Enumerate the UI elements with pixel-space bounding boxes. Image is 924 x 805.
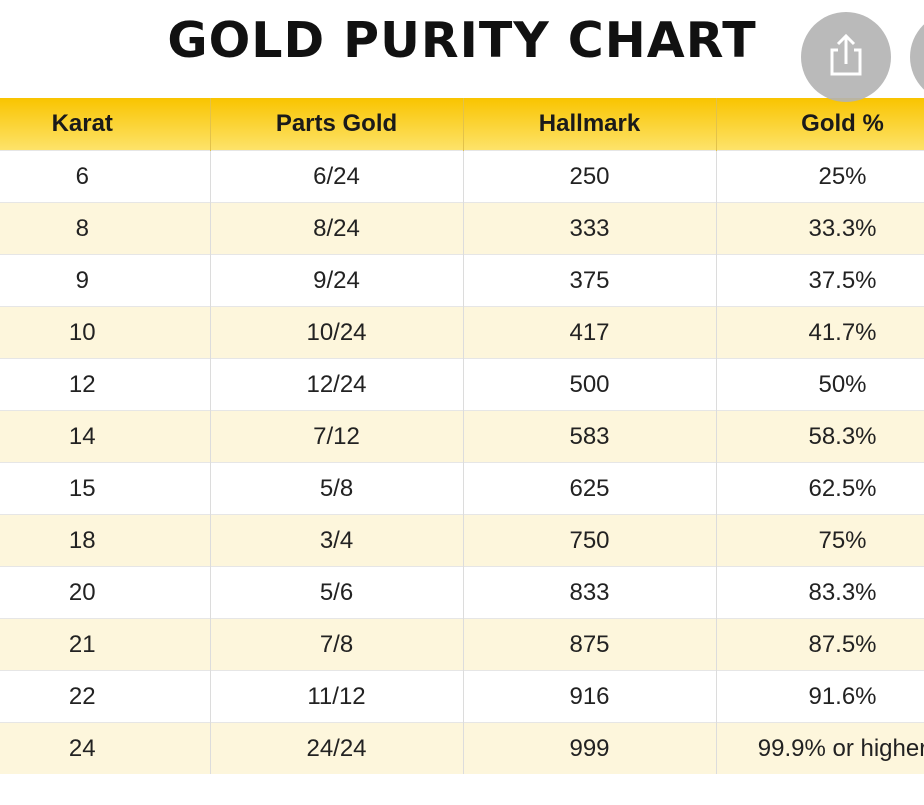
table-cell: 750 [463, 514, 717, 567]
table-cell: 75% [716, 514, 924, 567]
table-cell: 3/4 [210, 514, 464, 567]
table-cell: 25% [716, 150, 924, 203]
table-row: 14 7/12 583 58.3% [0, 410, 924, 463]
table-cell: 11/12 [210, 670, 464, 723]
table-cell: 9 [0, 254, 211, 307]
table-cell: 50% [716, 358, 924, 411]
table-cell: 833 [463, 566, 717, 619]
table-cell: 250 [463, 150, 717, 203]
table-cell: 10 [0, 306, 211, 359]
table-body: 6 6/24 250 25% 8 8/24 333 33.3% 9 9/24 375 37.5% 10 1… [0, 150, 924, 774]
table-cell: 62.5% [716, 462, 924, 515]
table-cell: 417 [463, 306, 717, 359]
table-cell: 58.3% [716, 410, 924, 463]
table-cell: 5/8 [210, 462, 464, 515]
table-row: 12 12/24 500 50% [0, 358, 924, 411]
column-header: Karat [0, 98, 211, 151]
table-cell: 18 [0, 514, 211, 567]
table-row: 6 6/24 250 25% [0, 150, 924, 203]
table-row: 24 24/24 999 99.9% or higher [0, 722, 924, 774]
table-cell: 24 [0, 722, 211, 774]
table-cell: 41.7% [716, 306, 924, 359]
table-row: 9 9/24 375 37.5% [0, 254, 924, 307]
table-cell: 10/24 [210, 306, 464, 359]
table-cell: 999 [463, 722, 717, 774]
table-cell: 583 [463, 410, 717, 463]
table-cell: 20 [0, 566, 211, 619]
column-header: Gold % [716, 98, 924, 151]
table-cell: 37.5% [716, 254, 924, 307]
table-cell: 916 [463, 670, 717, 723]
more-button-bg [910, 24, 924, 90]
table-cell: 12 [0, 358, 211, 411]
column-header: Hallmark [463, 98, 717, 151]
header-row: Karat Parts Gold Hallmark Gold % [0, 98, 924, 151]
table-cell: 87.5% [716, 618, 924, 671]
table-cell: 6 [0, 150, 211, 203]
table-cell: 8 [0, 202, 211, 255]
table-cell: 33.3% [716, 202, 924, 255]
table-cell: 7/12 [210, 410, 464, 463]
table-cell: 24/24 [210, 722, 464, 774]
table-cell: 625 [463, 462, 717, 515]
table-row: 15 5/8 625 62.5% [0, 462, 924, 515]
table-cell: 7/8 [210, 618, 464, 671]
more-button[interactable] [910, 12, 924, 102]
table-cell: 91.6% [716, 670, 924, 723]
table-cell: 500 [463, 358, 717, 411]
table-cell: 6/24 [210, 150, 464, 203]
table-cell: 5/6 [210, 566, 464, 619]
share-button[interactable] [801, 12, 891, 102]
table-cell: 83.3% [716, 566, 924, 619]
column-header: Parts Gold [210, 98, 464, 151]
table-cell: 875 [463, 618, 717, 671]
table-row: 18 3/4 750 75% [0, 514, 924, 567]
purity-table: Karat Parts Gold Hallmark Gold % 6 6/24 250 25… [0, 98, 924, 774]
title: GOLD PURITY CHART [167, 12, 757, 69]
table-row: 10 10/24 417 41.7% [0, 306, 924, 359]
table-cell: 12/24 [210, 358, 464, 411]
table-row: 20 5/6 833 83.3% [0, 566, 924, 619]
table-cell: 8/24 [210, 202, 464, 255]
share-icon [830, 33, 862, 76]
table-cell: 9/24 [210, 254, 464, 307]
table-cell: 375 [463, 254, 717, 307]
table-cell: 22 [0, 670, 211, 723]
table-cell: 21 [0, 618, 211, 671]
table-row: 22 11/12 916 91.6% [0, 670, 924, 723]
table-cell: 99.9% or higher [716, 722, 924, 774]
table-cell: 14 [0, 410, 211, 463]
table-cell: 333 [463, 202, 717, 255]
table-row: 21 7/8 875 87.5% [0, 618, 924, 671]
table-row: 8 8/24 333 33.3% [0, 202, 924, 255]
table-cell: 15 [0, 462, 211, 515]
